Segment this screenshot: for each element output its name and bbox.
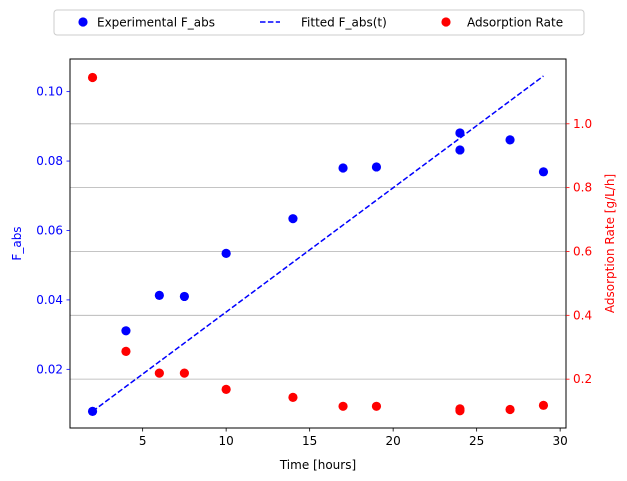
experimental-point <box>538 167 549 177</box>
experimental-point <box>455 145 465 155</box>
x-tick-label: 10 <box>219 434 234 448</box>
adsorption-rate-point <box>87 72 98 83</box>
legend-label: Fitted F_abs(t) <box>301 16 387 30</box>
legend-box <box>53 9 585 36</box>
left-y-tick-label: 0.04 <box>36 293 63 307</box>
right-y-tick-label: 0.8 <box>573 181 592 195</box>
legend-label: Adsorption Rate <box>467 16 563 30</box>
adsorption-rate-point <box>179 368 189 378</box>
legend-label: Experimental F_abs <box>97 16 215 30</box>
x-tick-label: 30 <box>553 434 568 448</box>
grid-lines <box>70 123 566 380</box>
adsorption-rate-point <box>538 400 549 410</box>
adsorption-rate-point <box>154 368 164 378</box>
right-y-tick-label: 1.0 <box>573 117 592 131</box>
experimental-point <box>505 135 515 145</box>
plot-frame <box>69 58 567 429</box>
adsorption-rate-point <box>221 384 231 394</box>
adsorption-rate-point <box>371 401 382 411</box>
adsorption-rate-point <box>455 406 465 416</box>
legend: Experimental F_abs Fitted F_abs(t) Adsorpt… <box>53 9 585 36</box>
x-tick-label: 5 <box>139 434 147 448</box>
adsorption-rate-point <box>121 346 131 356</box>
legend-dot-marker <box>78 17 88 27</box>
axes: 5 10 15 20 25 30 0.02 0.04 0.06 0.08 0.10 0.2 0.4 0.6… <box>36 85 592 448</box>
experimental-point <box>455 128 465 138</box>
experimental-point <box>338 163 348 173</box>
left-y-tick-label: 0.02 <box>36 362 63 376</box>
right-y-tick-label: 0.4 <box>573 308 592 322</box>
right-y-axis-label: Adsorption Rate [g/L/h] <box>603 174 617 313</box>
left-y-tick-label: 0.10 <box>36 85 63 99</box>
adsorption-rate-point <box>288 392 298 402</box>
right-y-tick-label: 0.2 <box>573 372 592 386</box>
experimental-point <box>221 248 231 258</box>
experimental-point <box>179 291 189 302</box>
fitted-line <box>92 75 544 412</box>
left-y-tick-label: 0.08 <box>36 154 63 168</box>
experimental-point <box>288 214 298 224</box>
left-y-tick-label: 0.06 <box>36 223 63 237</box>
x-tick-label: 20 <box>386 434 401 448</box>
plot-series <box>87 72 549 416</box>
right-y-tick-label: 0.6 <box>573 244 592 258</box>
x-axis-label: Time [hours] <box>279 458 356 472</box>
x-tick-label: 15 <box>302 434 317 448</box>
experimental-point <box>154 290 164 300</box>
legend-dot-marker <box>441 17 451 27</box>
left-y-axis-label: F_abs <box>10 226 24 260</box>
adsorption-rate-point <box>338 401 348 411</box>
experimental-point <box>121 326 131 336</box>
x-tick-label: 25 <box>469 434 484 448</box>
adsorption-rate-point <box>505 404 515 415</box>
experimental-point <box>371 162 382 172</box>
